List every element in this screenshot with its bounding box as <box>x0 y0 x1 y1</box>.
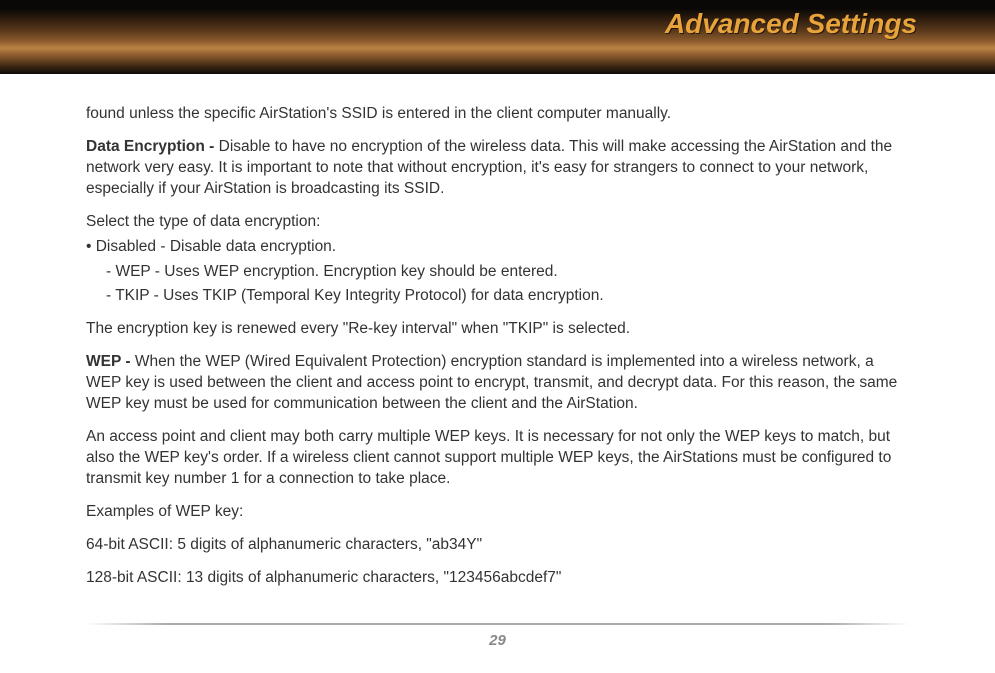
data-encryption-paragraph: Data Encryption - Disable to have no enc… <box>86 137 910 200</box>
example-128bit: 128-bit ASCII: 13 digits of alphanumeric… <box>86 568 910 589</box>
page-number: 29 <box>0 632 995 649</box>
paragraph-continuation: found unless the specific AirStation's S… <box>86 104 910 125</box>
header-gradient-band: Advanced Settings <box>0 0 995 74</box>
sub-tkip: - TKIP - Uses TKIP (Temporal Key Integri… <box>106 286 910 307</box>
page-title: Advanced Settings <box>665 8 917 40</box>
bullet-disabled: • Disabled - Disable data encryption. <box>86 237 910 258</box>
sub-wep: - WEP - Uses WEP encryption. Encryption … <box>106 262 910 283</box>
document-page: Advanced Settings found unless the speci… <box>0 0 995 673</box>
rekey-interval-line: The encryption key is renewed every "Re-… <box>86 319 910 340</box>
wep-text: When the WEP (Wired Equivalent Protectio… <box>86 353 897 412</box>
data-encryption-label: Data Encryption - <box>86 138 219 155</box>
select-type-line: Select the type of data encryption: <box>86 212 910 233</box>
wep-paragraph: WEP - When the WEP (Wired Equivalent Pro… <box>86 352 910 415</box>
footer-divider <box>86 623 910 625</box>
wep-label: WEP - <box>86 353 135 370</box>
example-64bit: 64-bit ASCII: 5 digits of alphanumeric c… <box>86 535 910 556</box>
body-text: found unless the specific AirStation's S… <box>86 104 910 601</box>
examples-heading: Examples of WEP key: <box>86 502 910 523</box>
multiple-wep-keys-paragraph: An access point and client may both carr… <box>86 427 910 490</box>
